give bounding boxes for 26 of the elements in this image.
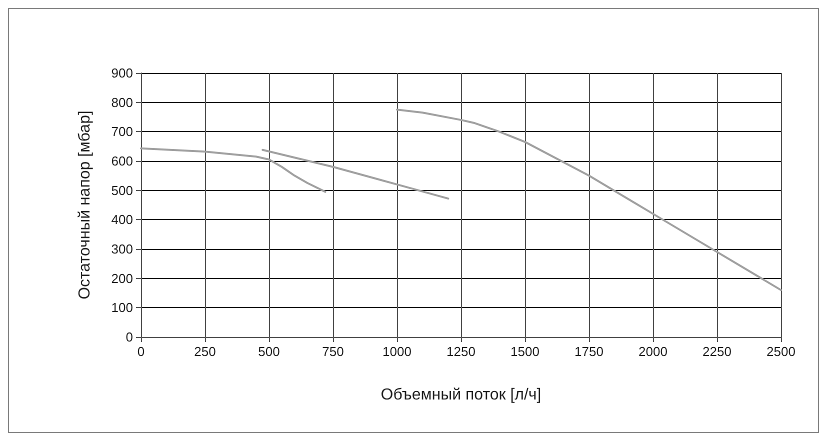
x-tick-label: 2000: [638, 344, 668, 359]
x-tick-label: 2500: [766, 344, 796, 359]
line-series: [140, 147, 326, 193]
y-tick-label: 900: [111, 66, 133, 80]
y-tick-label: 600: [111, 154, 133, 168]
x-tick-label: 1750: [574, 344, 604, 359]
y-tick-label: 100: [111, 300, 133, 316]
x-tick-label: 2250: [702, 344, 732, 359]
y-tick-label: 700: [111, 124, 133, 140]
y-tick-label: 500: [111, 182, 133, 198]
y-tick-label: 800: [111, 94, 133, 110]
y-axis-title: Остаточный напор [мбар]: [76, 110, 94, 300]
y-tick-label: 0: [126, 330, 133, 344]
x-tick-label: 1500: [510, 344, 540, 359]
y-tick-label: 300: [111, 242, 133, 256]
x-tick-label: 1250: [446, 344, 476, 359]
x-tick-label: 0: [137, 344, 145, 359]
line-series: [262, 148, 450, 200]
x-tick-label: 750: [322, 344, 344, 359]
x-tick-label: 250: [194, 344, 216, 359]
x-tick-label: 1000: [382, 344, 412, 359]
y-tick-label: 200: [111, 270, 133, 286]
x-axis-title: Объемный поток [л/ч]: [380, 386, 542, 404]
y-tick-label: 400: [111, 212, 133, 228]
x-tick-label: 500: [258, 344, 280, 359]
line-series: [396, 108, 782, 292]
